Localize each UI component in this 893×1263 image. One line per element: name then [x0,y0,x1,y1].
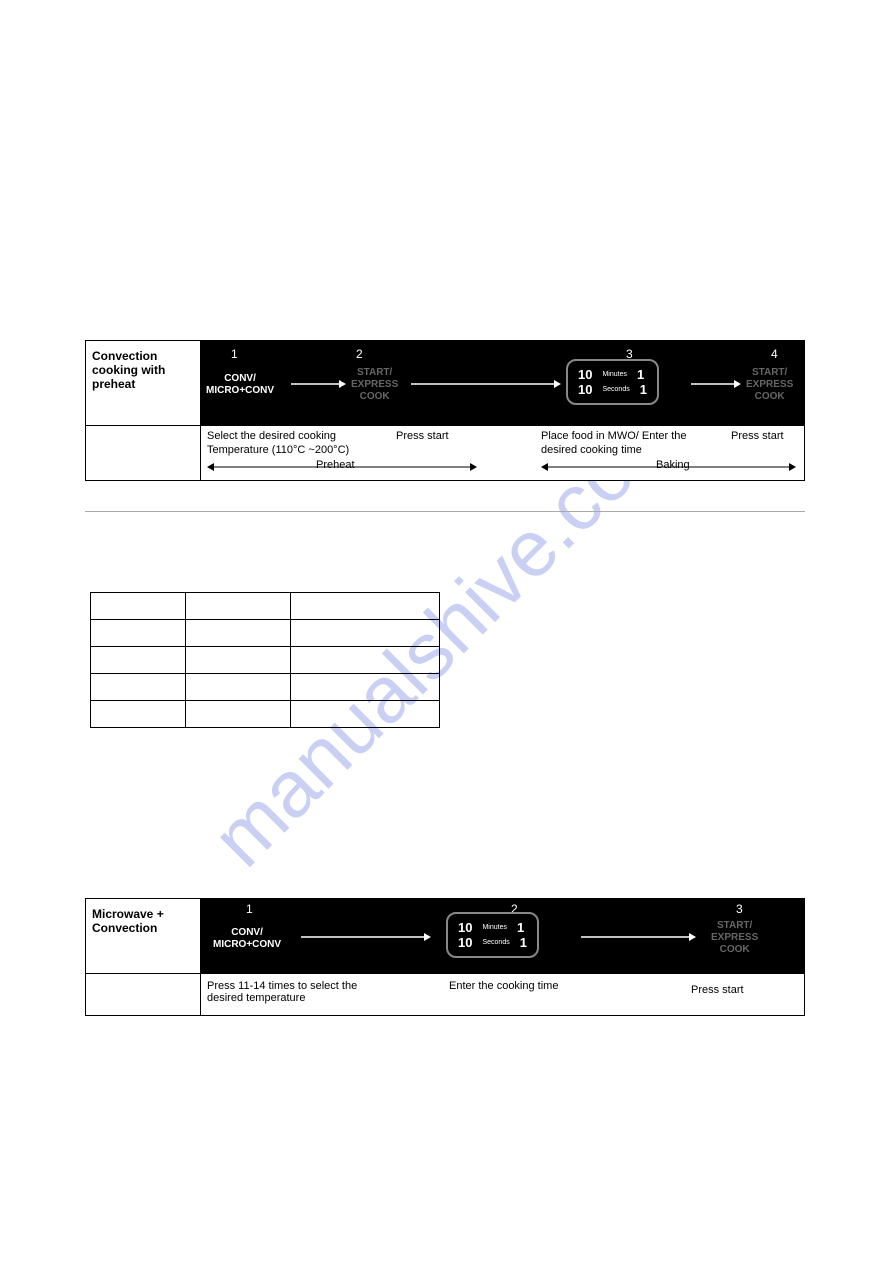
d1-step-num-2: 2 [356,347,363,361]
d2-step3-l2: EXPRESS [711,932,758,943]
d2-lcd-r1a: 10 [458,920,472,935]
d1-step2-l1: START/ [357,367,392,378]
d1-arrow3 [691,379,741,389]
d1-step2-label: START/ EXPRESS COOK [351,367,398,403]
d1-desc-empty [86,426,201,481]
d1-desc-t6: Press start [731,430,784,442]
d1-phase2: Baking [656,459,690,471]
d1-lcd-r1b: Minutes [602,371,627,378]
d1-lcd-r1a: 10 [578,367,592,382]
d1-step-num-4: 4 [771,347,778,361]
diagram2-table: Microwave + Convection 1 2 3 CONV/ MICRO… [85,898,805,1016]
d1-lcd-r2c: 1 [640,382,647,397]
d1-lcd-r2a: 10 [578,382,592,397]
d2-lcd-r2b: Seconds [482,939,509,946]
d2-desc-t2: Enter the cooking time [449,980,579,992]
d1-step-num-1: 1 [231,347,238,361]
d2-step3-l1: START/ [717,920,752,931]
diagram1-label-cell: Convection cooking with preheat [86,341,201,426]
d2-step-num-1: 1 [246,902,253,916]
d2-desc-t1: Press 11-14 times to select the desired … [207,980,377,1004]
section-divider [85,511,805,512]
d1-lcd-r2b: Seconds [602,386,629,393]
d2-lcd-row2: 10 Seconds 1 [458,935,527,950]
d1-desc-t5: desired cooking time [541,444,642,456]
d1-desc-cell: Select the desired cooking Temperature (… [201,426,805,481]
d2-desc-empty [86,974,201,1016]
d1-desc-t1: Select the desired cooking [207,430,336,442]
d1-step4-l3: COOK [755,391,785,402]
d2-step1-l2: MICRO+CONV [213,939,281,950]
d1-arrow1 [291,379,346,389]
d2-desc-cell: Press 11-14 times to select the desired … [201,974,805,1016]
d2-lcd-r1c: 1 [517,920,524,935]
gap-before-small-table [85,542,805,592]
d1-desc-t3: Press start [396,430,449,442]
page-content: Convection cooking with preheat 1 2 3 4 … [85,340,805,1016]
st-row2 [91,620,440,647]
st-row5 [91,701,440,728]
d1-desc-t2: Temperature (110°C ~200°C) [207,444,349,456]
d1-phase1: Preheat [316,459,355,471]
d1-step2-l2: EXPRESS [351,379,398,390]
diagram2-steps-cell: 1 2 3 CONV/ MICRO+CONV 10 Minutes [201,899,805,974]
st-row1 [91,593,440,620]
d1-arrow2 [411,379,561,389]
gap-mid [85,728,805,898]
d2-lcd-r1b: Minutes [482,924,507,931]
d1-step4-l1: START/ [752,367,787,378]
d1-lcd-r1c: 1 [637,367,644,382]
d1-desc-t4: Place food in MWO/ Enter the [541,430,687,442]
small-empty-table [90,592,440,728]
d1-step2-l3: COOK [360,391,390,402]
d2-step2-lcd: 10 Minutes 1 10 Seconds 1 [446,912,539,958]
d1-step3-lcd: 10 Minutes 1 10 Seconds 1 [566,359,659,405]
d2-step-num-3: 3 [736,902,743,916]
d2-arrow1 [301,932,431,942]
d2-lcd-r2c: 1 [520,935,527,950]
d2-lcd-r2a: 10 [458,935,472,950]
diagram1-table: Convection cooking with preheat 1 2 3 4 … [85,340,805,481]
st-row4 [91,674,440,701]
d1-lcd-row2: 10 Seconds 1 [578,382,647,397]
d1-step4-label: START/ EXPRESS COOK [746,367,793,403]
diagram1-label: Convection cooking with preheat [92,349,165,391]
d2-arrow2 [581,932,696,942]
diagram2-label: Microwave + Convection [92,907,164,935]
d2-lcd-row1: 10 Minutes 1 [458,920,527,935]
d2-step3-l3: COOK [720,944,750,955]
st-row3 [91,647,440,674]
d1-step1-l2: MICRO+CONV [206,385,274,396]
diagram1-steps-cell: 1 2 3 4 CONV/ MICRO+CONV START/ EXPRESS [201,341,805,426]
d1-lcd-row1: 10 Minutes 1 [578,367,647,382]
d2-step1-label: CONV/ MICRO+CONV [213,927,281,951]
diagram2-label-cell: Microwave + Convection [86,899,201,974]
d2-step3-label: START/ EXPRESS COOK [711,920,758,956]
d1-step1-l1: CONV/ [224,373,256,384]
d2-step1-l1: CONV/ [231,927,263,938]
d2-desc-t3: Press start [691,984,744,996]
d1-step1-label: CONV/ MICRO+CONV [206,373,274,397]
d1-step4-l2: EXPRESS [746,379,793,390]
